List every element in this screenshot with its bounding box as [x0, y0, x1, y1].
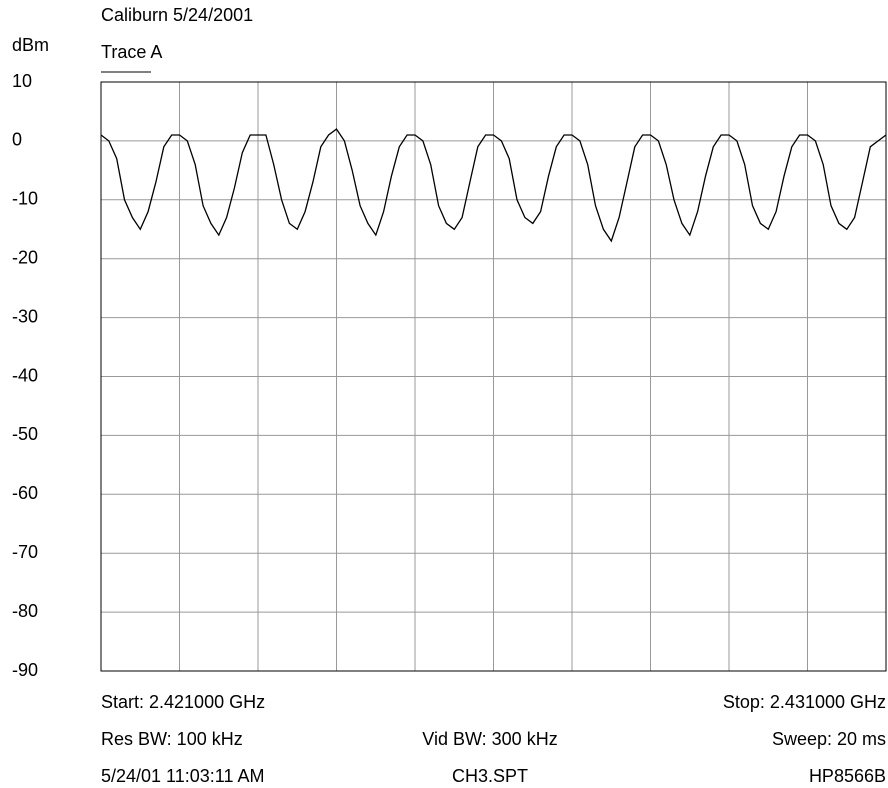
footer-timestamp: 5/24/01 11:03:11 AM [101, 766, 264, 786]
footer-res-bw: Res BW: 100 kHz [101, 729, 243, 749]
y-axis-label: dBm [12, 35, 49, 55]
footer-vid-bw: Vid BW: 300 kHz [422, 729, 557, 749]
footer-instrument: HP8566B [809, 766, 886, 786]
y-tick-label: 0 [12, 130, 22, 150]
trace-line [100, 128, 887, 243]
y-tick-label: -90 [12, 660, 38, 680]
y-tick-label: -70 [12, 542, 38, 562]
y-tick-label: -20 [12, 247, 38, 267]
plot-frame [100, 81, 887, 672]
chart-title: Caliburn 5/24/2001 [101, 5, 253, 25]
y-tick-label: -30 [12, 306, 38, 326]
footer-start: Start: 2.421000 GHz [101, 692, 265, 712]
y-tick-label: 10 [12, 71, 32, 91]
y-tick-label: -80 [12, 601, 38, 621]
footer-sweep: Sweep: 20 ms [772, 729, 886, 749]
footer-file: CH3.SPT [452, 766, 528, 786]
y-tick-label: -50 [12, 424, 38, 444]
legend-label: Trace A [101, 42, 162, 62]
y-tick-label: -60 [12, 483, 38, 503]
y-tick-label: -10 [12, 189, 38, 209]
footer-stop: Stop: 2.431000 GHz [723, 692, 886, 712]
y-tick-label: -40 [12, 365, 38, 385]
